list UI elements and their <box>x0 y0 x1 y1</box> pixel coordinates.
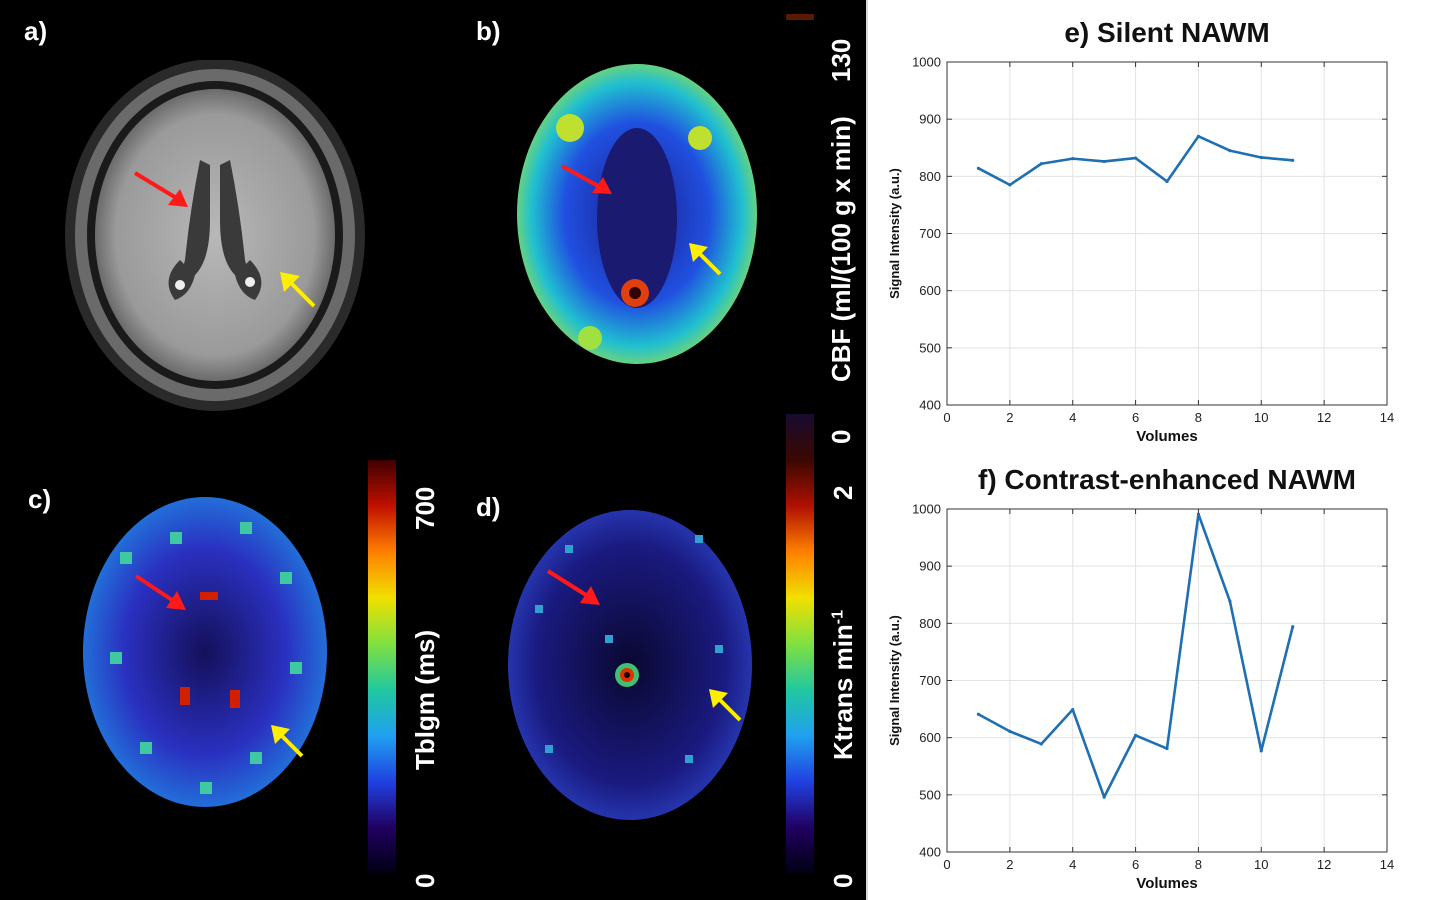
x-tick-label: 6 <box>1132 410 1139 425</box>
y-tick-label: 400 <box>919 398 941 413</box>
data-point <box>1133 156 1138 160</box>
x-tick-label: 14 <box>1380 857 1394 872</box>
y-tick-label: 700 <box>919 226 941 241</box>
yellow-arrow <box>271 725 304 758</box>
chart-contrast-enhanced-nawm: 0 2 4 6 8 10 12 14 400 500 600 700 800 900 1000 f) Cont… <box>887 464 1394 892</box>
colorbar-d <box>786 414 814 874</box>
x-tick-label: 2 <box>1006 857 1013 872</box>
mri-panels: a) b) 130 CBF (ml/(100 g x min) 0 <box>0 0 866 900</box>
x-tick-label: 10 <box>1254 410 1268 425</box>
y-tick-label: 600 <box>919 283 941 298</box>
data-point <box>1133 733 1138 737</box>
data-point <box>1008 183 1012 187</box>
x-tick-label: 4 <box>1069 410 1076 425</box>
colorbar-c-min: 0 <box>410 873 440 888</box>
data-point <box>1196 134 1201 138</box>
y-tick-label: 900 <box>919 112 941 127</box>
y-tick-label: 400 <box>919 845 941 860</box>
y-axis-label: Signal Intensity (a.u.) <box>887 168 902 299</box>
x-tick-label: 12 <box>1317 410 1331 425</box>
panel-label-c: c) <box>28 484 52 514</box>
x-tick-label: 4 <box>1069 857 1076 872</box>
red-arrow <box>561 164 612 194</box>
y-tick-label: 500 <box>919 787 941 802</box>
data-point <box>1008 729 1012 733</box>
charts-area: 0 2 4 6 8 10 12 14 400 500 600 700 800 900 1000 e) Sile… <box>868 0 1444 900</box>
data-point <box>1039 162 1043 166</box>
panel-label-d: d) <box>476 492 501 522</box>
data-point <box>1102 795 1106 799</box>
y-tick-label: 900 <box>919 559 941 574</box>
colorbar-b <box>786 14 814 20</box>
data-point <box>1071 708 1075 712</box>
colorbar-c-max: 700 <box>410 486 440 530</box>
colorbar-d-title: Ktrans min-1 <box>828 609 858 760</box>
colorbar-d-min: 0 <box>828 873 858 888</box>
chart-silent-nawm: 0 2 4 6 8 10 12 14 400 500 600 700 800 900 1000 e) Sile… <box>887 17 1394 445</box>
data-point <box>1291 158 1295 162</box>
panel-label-b: b) <box>476 16 501 46</box>
y-tick-label: 600 <box>919 730 941 745</box>
chart-title: e) Silent NAWM <box>1064 17 1269 48</box>
colorbar-c-title: Tblgm (ms) <box>410 629 440 770</box>
data-point <box>1259 155 1263 160</box>
panel-divider <box>866 0 868 900</box>
red-arrow <box>134 574 186 610</box>
y-tick-label: 1000 <box>912 502 941 517</box>
cbf-map-b <box>517 64 757 364</box>
data-point <box>1228 149 1232 153</box>
x-tick-label: 12 <box>1317 857 1331 872</box>
ktrans-map-d <box>508 510 752 820</box>
data-point <box>1196 512 1201 516</box>
data-point <box>1165 746 1169 751</box>
x-tick-label: 6 <box>1132 857 1139 872</box>
x-tick-label: 14 <box>1380 410 1394 425</box>
panel-label-a: a) <box>24 16 48 46</box>
data-point <box>1039 742 1043 746</box>
yellow-arrow <box>280 272 316 308</box>
yellow-arrow <box>709 689 742 722</box>
y-tick-label: 800 <box>919 169 941 184</box>
colorbar-b-max: 130 <box>826 38 856 82</box>
x-tick-label: 8 <box>1195 857 1202 872</box>
y-tick-label: 1000 <box>912 55 941 70</box>
x-axis-label: Volumes <box>1136 428 1197 445</box>
colorbar-b-min: 0 <box>826 429 856 444</box>
x-tick-label: 0 <box>943 410 950 425</box>
brain-image-a <box>65 60 365 411</box>
yellow-arrow <box>689 243 722 276</box>
red-arrow <box>133 171 188 207</box>
x-tick-label: 2 <box>1006 410 1013 425</box>
data-point <box>1165 179 1169 184</box>
x-tick-label: 0 <box>943 857 950 872</box>
y-tick-label: 800 <box>919 616 941 631</box>
chart-title: f) Contrast-enhanced NAWM <box>978 464 1356 495</box>
colorbar-d-max: 2 <box>828 485 858 500</box>
data-point <box>1259 749 1263 753</box>
data-point <box>1291 625 1295 629</box>
x-tick-label: 8 <box>1195 410 1202 425</box>
colorbar-c <box>368 460 396 874</box>
data-point <box>1228 599 1232 603</box>
data-point <box>976 166 981 170</box>
data-point <box>976 712 981 716</box>
y-tick-label: 700 <box>919 673 941 688</box>
y-axis-label: Signal Intensity (a.u.) <box>887 615 902 746</box>
colorbar-b-title: CBF (ml/(100 g x min) <box>826 116 856 382</box>
tblgm-map-c <box>83 497 327 807</box>
x-axis-label: Volumes <box>1136 875 1197 892</box>
data-point <box>1102 159 1106 164</box>
red-arrow <box>546 569 600 605</box>
data-point <box>1071 157 1075 161</box>
y-tick-label: 500 <box>919 340 941 355</box>
x-tick-label: 10 <box>1254 857 1268 872</box>
